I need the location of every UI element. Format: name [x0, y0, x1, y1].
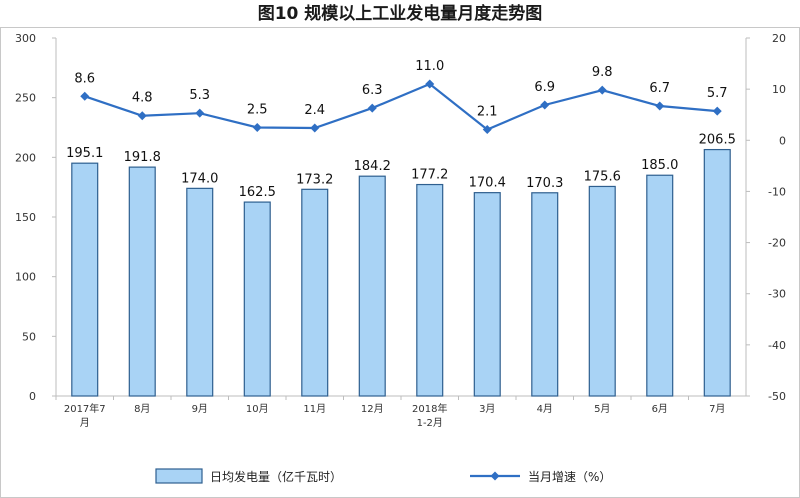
legend-line-label: 当月增速（%） — [528, 470, 611, 484]
line-point — [310, 123, 320, 133]
bars-group: 195.1 191.8 174.0 162.5 173.2 184.2 177.2 170.4… — [66, 133, 736, 397]
legend-line-marker — [490, 471, 500, 481]
line-point — [597, 85, 607, 95]
x-tick-label: 2017年7 — [64, 402, 106, 415]
x-tick-label: 1-2月 — [417, 417, 443, 429]
line-group: 8.6 4.8 5.3 2.5 2.4 6.3 11.0 2.1 6.9 9.8 6.7 5.7 — [74, 59, 728, 135]
x-tick-label: 6月 — [652, 403, 668, 415]
bar — [358, 175, 386, 397]
chart-frame — [0, 27, 800, 498]
bar-value-label: 170.4 — [469, 176, 506, 191]
left-tick-label: 300 — [15, 32, 36, 45]
line-value-label: 6.3 — [362, 83, 383, 98]
line-point — [712, 106, 722, 116]
left-tick-label: 200 — [15, 151, 36, 164]
bar-value-label: 195.1 — [66, 146, 103, 161]
right-tick-label: 20 — [772, 32, 786, 45]
left-tick-label: 100 — [15, 271, 36, 284]
right-tick-label: -30 — [768, 288, 786, 301]
x-tick-label: 10月 — [246, 403, 269, 415]
right-tick-label: 10 — [772, 83, 786, 96]
line-point — [195, 108, 205, 118]
left-tick-label: 0 — [29, 390, 36, 403]
axes-group: 0 50 100 150 200 250 300 -50 -40 -30 -20 -10 0 10 20 20… — [15, 32, 786, 429]
line-point — [540, 100, 550, 110]
line-value-label: 8.6 — [74, 71, 95, 86]
line-point — [137, 111, 147, 121]
bar-value-label: 185.0 — [641, 158, 678, 173]
bar — [703, 148, 731, 397]
line-value-label: 11.0 — [415, 59, 444, 74]
x-tick-label: 2018年 — [412, 402, 447, 415]
line-value-label: 6.9 — [534, 80, 555, 95]
x-tick-label: 月 — [80, 417, 90, 429]
bar-value-label: 206.5 — [699, 133, 736, 148]
bar-value-label: 191.8 — [124, 150, 161, 165]
legend-bar-label: 日均发电量（亿千瓦时） — [210, 469, 342, 484]
right-tick-label: -20 — [768, 237, 786, 250]
line-point — [425, 79, 435, 89]
bar-value-label: 184.2 — [354, 159, 391, 174]
line-point — [252, 123, 262, 132]
growth-line — [84, 82, 718, 131]
x-tick-label: 3月 — [479, 403, 495, 415]
bar-value-label: 173.2 — [296, 172, 333, 187]
bar — [473, 192, 501, 397]
line-point — [367, 103, 377, 113]
bar — [186, 187, 214, 397]
right-tick-label: 0 — [779, 134, 786, 147]
right-tick-label: -40 — [768, 339, 786, 352]
line-value-label: 2.5 — [247, 103, 268, 118]
bar-value-label: 162.5 — [239, 185, 276, 200]
bar — [531, 192, 559, 397]
bar — [71, 162, 99, 397]
left-tick-label: 150 — [15, 211, 36, 224]
line-point — [482, 125, 492, 135]
right-tick-label: -50 — [768, 390, 786, 403]
bar-value-label: 174.0 — [181, 171, 218, 186]
line-value-label: 6.7 — [649, 81, 670, 96]
bar-value-label: 170.3 — [526, 176, 563, 191]
x-tick-label: 9月 — [192, 403, 208, 415]
line-value-label: 2.4 — [304, 103, 325, 118]
left-tick-label: 50 — [22, 330, 36, 343]
line-value-label: 5.3 — [189, 88, 210, 103]
bar-value-label: 175.6 — [584, 169, 621, 184]
bar — [416, 183, 444, 397]
bar — [301, 188, 329, 397]
line-point — [80, 91, 90, 101]
legend-bar-swatch — [155, 468, 203, 484]
x-tick-label: 12月 — [361, 403, 384, 415]
line-value-label: 5.7 — [707, 86, 728, 101]
legend-group: 日均发电量（亿千瓦时） 当月增速（%） — [155, 468, 611, 484]
bar — [128, 166, 156, 397]
x-tick-label: 5月 — [594, 403, 610, 415]
x-tick-label: 4月 — [537, 403, 553, 415]
bar — [646, 174, 674, 397]
line-value-label: 9.8 — [592, 65, 613, 80]
x-tick-label: 8月 — [134, 403, 150, 415]
line-value-label: 2.1 — [477, 105, 498, 120]
line-point — [655, 101, 665, 111]
left-tick-label: 250 — [15, 92, 36, 105]
bar-value-label: 177.2 — [411, 168, 448, 183]
bar — [588, 185, 616, 397]
line-value-label: 4.8 — [132, 91, 153, 106]
bar — [243, 201, 271, 397]
x-tick-label: 11月 — [303, 403, 326, 415]
x-tick-label: 7月 — [709, 403, 725, 415]
chart-title: 图10 规模以上工业发电量月度走势图 — [258, 3, 543, 24]
right-tick-label: -10 — [768, 185, 786, 198]
